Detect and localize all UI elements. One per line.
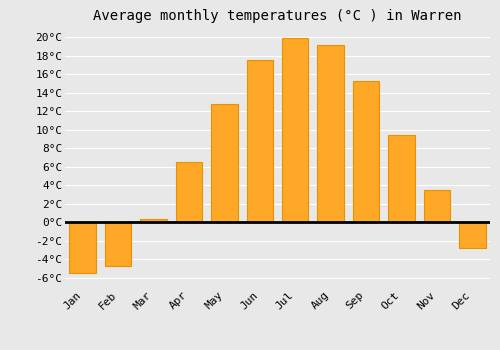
Bar	[388, 135, 414, 222]
Bar	[318, 45, 344, 222]
Bar	[105, 222, 132, 266]
Bar	[459, 222, 485, 248]
Bar	[282, 38, 308, 222]
Bar	[211, 104, 238, 222]
Bar	[140, 218, 167, 222]
Bar	[70, 222, 96, 273]
Bar	[246, 60, 273, 222]
Bar	[353, 81, 380, 222]
Bar	[424, 190, 450, 222]
Bar	[176, 162, 202, 222]
Title: Average monthly temperatures (°C ) in Warren: Average monthly temperatures (°C ) in Wa…	[93, 9, 462, 23]
